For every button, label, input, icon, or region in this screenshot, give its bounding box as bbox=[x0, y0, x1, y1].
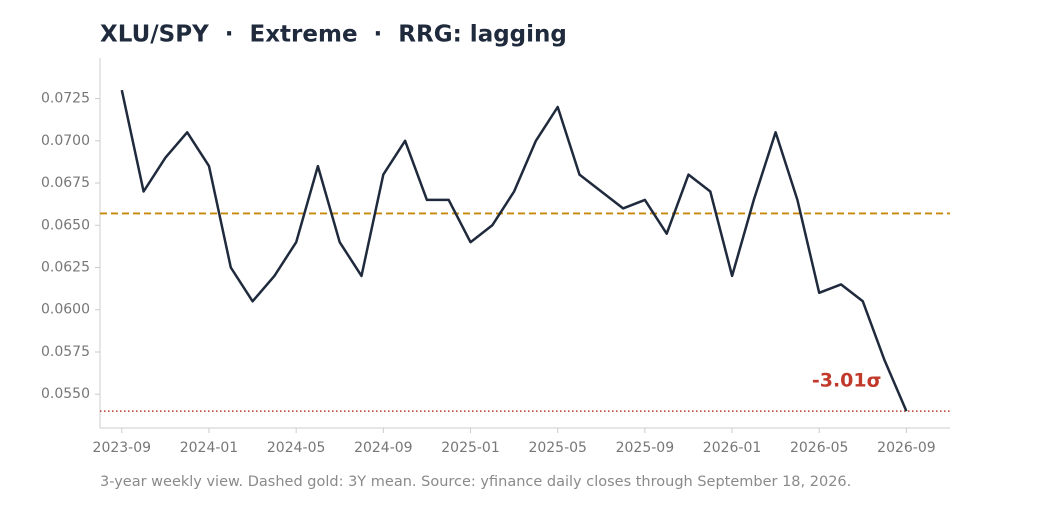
x-tick-label: 2025-01 bbox=[441, 440, 500, 456]
x-tick-label: 2024-05 bbox=[267, 440, 326, 456]
annotation: -3.01σ bbox=[812, 370, 882, 392]
y-tick-label: 0.0700 bbox=[41, 133, 90, 149]
y-tick-label: 0.0600 bbox=[41, 302, 90, 318]
x-tick-label: 2026-01 bbox=[703, 440, 762, 456]
y-tick-label: 0.0725 bbox=[41, 91, 90, 107]
y-tick-label: 0.0575 bbox=[41, 344, 90, 360]
y-tick-label: 0.0675 bbox=[41, 175, 90, 191]
footnote: 3-year weekly view. Dashed gold: 3Y mean… bbox=[100, 474, 851, 490]
chart-title: XLU/SPY · Extreme · RRG: lagging bbox=[100, 22, 567, 48]
y-tick-label: 0.0550 bbox=[41, 386, 90, 402]
y-tick-label: 0.0625 bbox=[41, 259, 90, 275]
x-tick-label: 2024-01 bbox=[180, 440, 239, 456]
y-tick-label: 0.0650 bbox=[41, 217, 90, 233]
x-tick-label: 2026-09 bbox=[877, 440, 936, 456]
series-line bbox=[120, 89, 908, 412]
x-tick-label: 2026-05 bbox=[790, 440, 849, 456]
x-tick-label: 2025-05 bbox=[528, 440, 587, 456]
x-tick-label: 2024-09 bbox=[354, 440, 413, 456]
x-tick-label: 2023-09 bbox=[93, 440, 152, 456]
x-tick-label: 2025-09 bbox=[616, 440, 675, 456]
